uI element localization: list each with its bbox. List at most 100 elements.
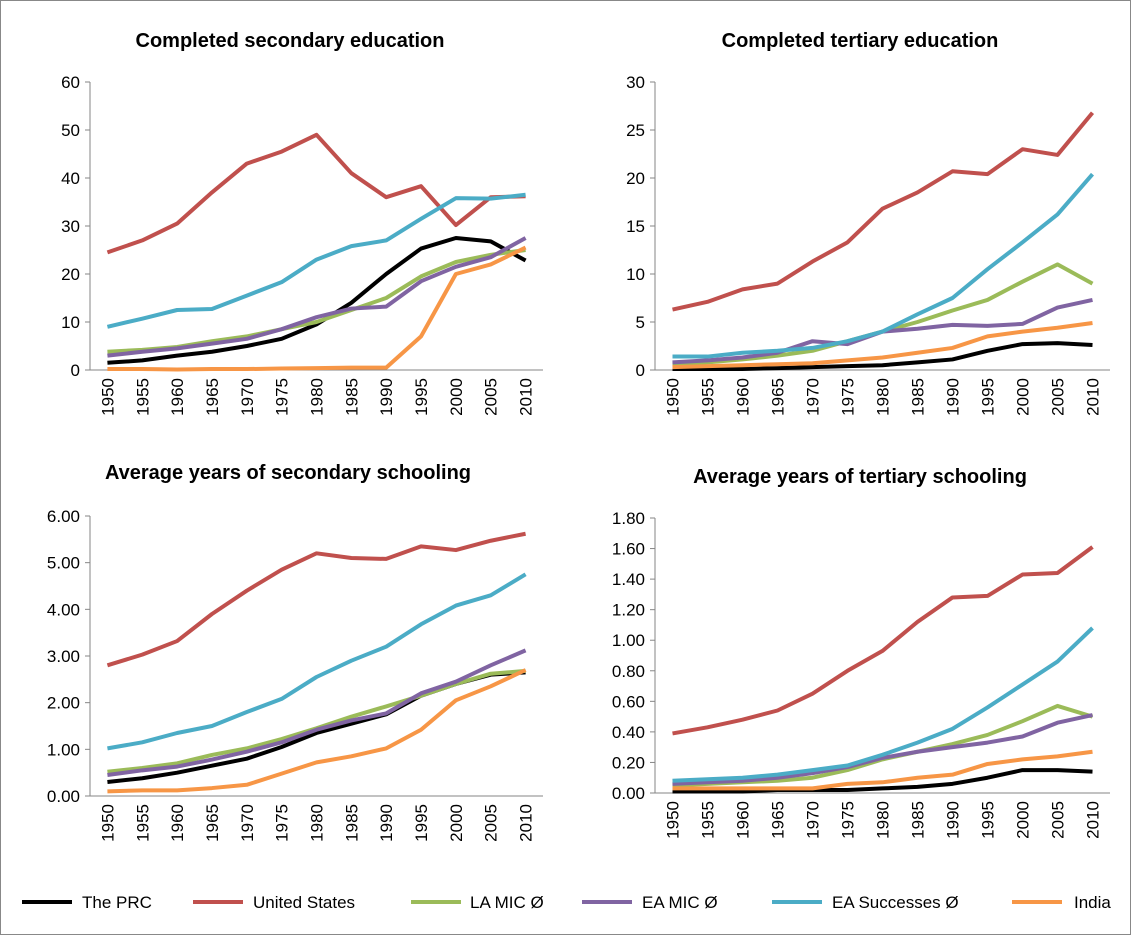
y-tick-label: 10 bbox=[61, 313, 80, 332]
chart-title: Completed tertiary education bbox=[722, 30, 999, 52]
x-tick-label: 2010 bbox=[517, 378, 536, 416]
x-tick-label: 1980 bbox=[874, 801, 893, 839]
x-tick-label: 1950 bbox=[664, 801, 683, 839]
x-tick-label: 1995 bbox=[979, 801, 998, 839]
y-tick-label: 10 bbox=[626, 265, 645, 284]
y-tick-label: 20 bbox=[626, 169, 645, 188]
y-tick-label: 0 bbox=[71, 361, 80, 380]
series-line bbox=[107, 236, 527, 358]
x-tick-label: 1970 bbox=[238, 804, 257, 842]
series-line bbox=[672, 749, 1093, 791]
chart-title: Completed secondary education bbox=[136, 30, 445, 52]
x-tick-label: 1975 bbox=[839, 378, 858, 416]
x-tick-label: 1980 bbox=[874, 378, 893, 416]
x-tick-label: 1960 bbox=[168, 378, 187, 416]
legend-label: United States bbox=[253, 893, 355, 912]
x-tick-label: 1995 bbox=[412, 804, 431, 842]
series-line bbox=[672, 172, 1095, 359]
x-tick-label: 1965 bbox=[769, 801, 788, 839]
series-line bbox=[672, 341, 1093, 372]
x-tick-label: 2000 bbox=[447, 804, 466, 842]
x-tick-label: 1975 bbox=[273, 378, 292, 416]
series-line bbox=[106, 531, 526, 668]
x-tick-label: 1960 bbox=[734, 378, 753, 416]
x-tick-label: 1990 bbox=[377, 804, 396, 842]
y-tick-label: 25 bbox=[626, 121, 645, 140]
x-tick-label: 1960 bbox=[734, 801, 753, 839]
series-line bbox=[107, 668, 527, 794]
y-tick-label: 0.20 bbox=[612, 753, 645, 772]
x-tick-label: 1955 bbox=[133, 804, 152, 842]
y-tick-label: 5.00 bbox=[47, 554, 80, 573]
y-tick-label: 30 bbox=[626, 73, 645, 92]
series-line bbox=[672, 626, 1094, 783]
y-tick-label: 60 bbox=[61, 73, 80, 92]
y-tick-label: 0 bbox=[636, 361, 645, 380]
x-tick-label: 1985 bbox=[342, 804, 361, 842]
x-tick-label: 1990 bbox=[944, 378, 963, 416]
x-tick-label: 1950 bbox=[98, 378, 117, 416]
x-tick-label: 1975 bbox=[273, 804, 292, 842]
y-tick-label: 1.00 bbox=[47, 740, 80, 759]
y-tick-label: 30 bbox=[61, 217, 80, 236]
x-tick-label: 2005 bbox=[482, 804, 501, 842]
x-tick-label: 2010 bbox=[1084, 801, 1103, 839]
x-tick-label: 1995 bbox=[979, 378, 998, 416]
y-tick-label: 0.40 bbox=[612, 723, 645, 742]
x-tick-label: 2000 bbox=[447, 378, 466, 416]
y-tick-label: 20 bbox=[61, 265, 80, 284]
y-tick-label: 2.00 bbox=[47, 694, 80, 713]
y-tick-label: 0.60 bbox=[612, 692, 645, 711]
x-tick-label: 1970 bbox=[804, 801, 823, 839]
legend-label: India bbox=[1074, 893, 1111, 912]
series-line bbox=[672, 768, 1093, 794]
x-tick-label: 1980 bbox=[308, 804, 327, 842]
x-tick-label: 1965 bbox=[203, 378, 222, 416]
x-tick-label: 1985 bbox=[342, 378, 361, 416]
legend-label: EA Successes Ø bbox=[832, 893, 959, 912]
x-tick-label: 1965 bbox=[769, 378, 788, 416]
x-tick-label: 1985 bbox=[909, 801, 928, 839]
legend-label: EA MIC Ø bbox=[642, 893, 718, 912]
chart-title: Average years of tertiary schooling bbox=[693, 466, 1027, 488]
legend-label: LA MIC Ø bbox=[470, 893, 544, 912]
series-line bbox=[107, 236, 527, 365]
y-tick-label: 1.00 bbox=[612, 631, 645, 650]
x-tick-label: 1990 bbox=[377, 378, 396, 416]
x-tick-label: 1950 bbox=[664, 378, 683, 416]
x-tick-label: 2010 bbox=[1084, 378, 1103, 416]
x-tick-label: 2000 bbox=[1014, 801, 1033, 839]
y-tick-label: 0.00 bbox=[612, 784, 645, 803]
y-tick-label: 0.00 bbox=[47, 787, 80, 806]
x-tick-label: 1980 bbox=[308, 378, 327, 416]
y-tick-label: 50 bbox=[61, 121, 80, 140]
series-line bbox=[672, 545, 1094, 736]
series-line bbox=[107, 245, 527, 372]
x-tick-label: 1955 bbox=[699, 801, 718, 839]
series-line bbox=[107, 572, 527, 751]
series-line bbox=[106, 192, 526, 329]
series-line bbox=[672, 713, 1093, 786]
series-line bbox=[106, 132, 526, 255]
x-tick-label: 1970 bbox=[238, 378, 257, 416]
y-tick-label: 1.60 bbox=[612, 540, 645, 559]
chart-title: Average years of secondary schooling bbox=[105, 462, 471, 484]
y-tick-label: 40 bbox=[61, 169, 80, 188]
y-tick-label: 15 bbox=[626, 217, 645, 236]
x-tick-label: 1970 bbox=[804, 378, 823, 416]
x-tick-label: 1950 bbox=[98, 804, 117, 842]
x-tick-label: 2010 bbox=[517, 804, 536, 842]
legend-label: The PRC bbox=[82, 893, 152, 912]
series-line bbox=[672, 111, 1095, 312]
y-tick-label: 0.80 bbox=[612, 662, 645, 681]
x-tick-label: 1965 bbox=[203, 804, 222, 842]
y-tick-label: 1.80 bbox=[612, 509, 645, 528]
y-tick-label: 1.20 bbox=[612, 601, 645, 620]
x-tick-label: 1995 bbox=[412, 378, 431, 416]
x-tick-label: 1955 bbox=[133, 378, 152, 416]
y-tick-label: 1.40 bbox=[612, 570, 645, 589]
y-tick-label: 5 bbox=[636, 313, 645, 332]
